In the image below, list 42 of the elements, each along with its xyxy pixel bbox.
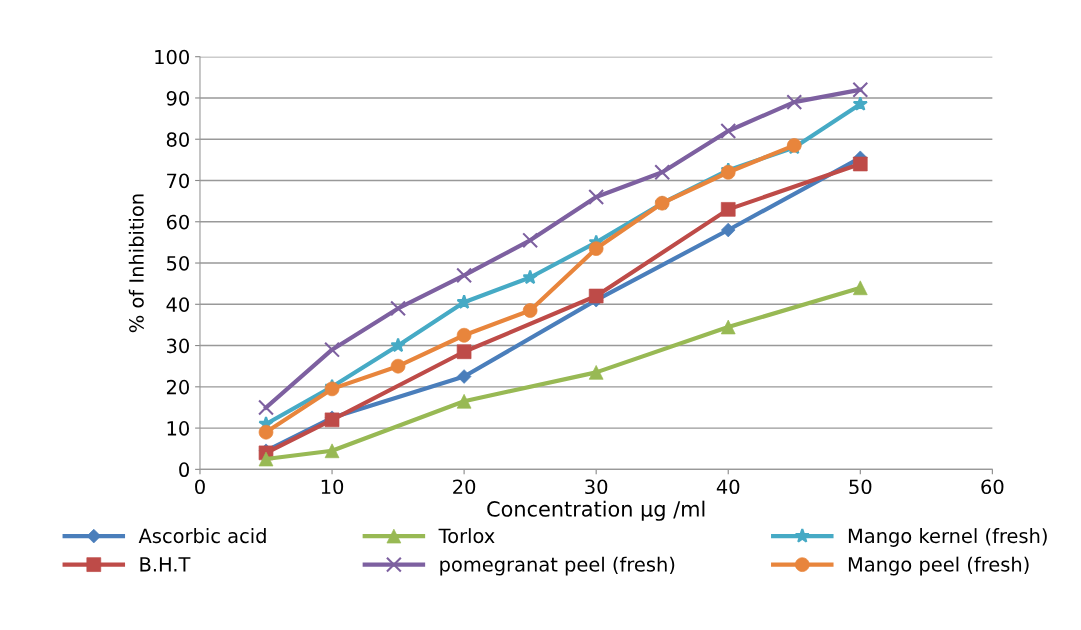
y-tick-label: 80 [166,132,189,147]
x-tick-label: 20 [453,479,476,495]
legend-label: Ascorbic acid [138,528,266,544]
y-tick-label: 50 [167,255,189,271]
point [852,96,868,111]
y-tick-label: 100 [155,49,189,65]
point [720,122,737,139]
x-tick-label: 10 [321,479,344,495]
y-tick-label: 40 [166,297,189,312]
y-tick-label: 90 [166,90,189,106]
x-tick-label: 30 [585,479,608,495]
x-tick-label: 50 [849,479,872,495]
y-tick-label: 10 [167,421,189,436]
legend-label: Torlox [438,528,495,544]
point [258,399,274,416]
x-tick-label: 60 [981,479,1004,495]
point [654,164,671,181]
x-axis-title: Concentration µg /ml [487,500,705,521]
y-tick-label: 20 [166,379,189,395]
legend-label: Mango kernel (fresh) [848,528,1047,547]
point [853,156,868,172]
point [456,267,473,284]
y-tick-label: 30 [167,338,189,354]
point [456,294,472,309]
legend-label: B.H.T [140,557,191,572]
point [522,269,538,285]
y-tick-label: 70 [167,173,189,189]
point [852,81,869,98]
y-axis-title: % of Inhibition [128,194,144,333]
point [390,337,406,353]
x-tick-label: 40 [716,479,740,495]
y-tick-label: 60 [166,214,189,230]
point [324,341,341,358]
point [721,222,736,238]
point [786,94,803,111]
x-tick-label: 0 [195,479,205,495]
y-tick-label: 0 [179,462,189,478]
legend-label: Mango peel (fresh) [848,556,1029,576]
point [522,232,539,249]
point [588,189,605,205]
legend-label: pomegranat peel (fresh) [440,556,675,576]
point [390,300,407,317]
